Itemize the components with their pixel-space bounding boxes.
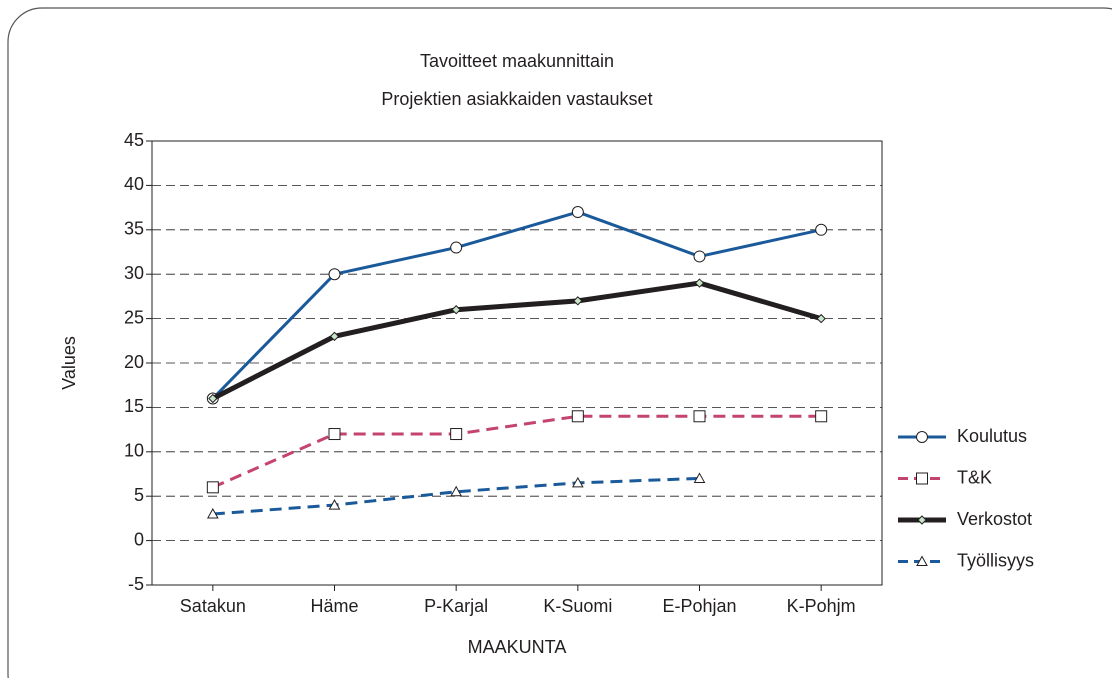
marker [693,472,706,483]
y-axis-label: Values [59,336,79,390]
marker [328,499,341,510]
marker [450,485,463,497]
series-line [212,414,822,489]
marker [328,428,341,441]
x-tick-label: E-Pohjan [662,596,736,616]
y-tick-label: 40 [124,174,144,194]
series-line [211,210,822,400]
legend-label: Verkostot [957,509,1032,529]
y-tick-label: 10 [124,441,144,461]
y-tick-label: 15 [124,396,144,416]
y-tick-label: 5 [134,485,144,505]
marker [206,507,219,519]
y-tick-label: 25 [124,307,144,327]
marker [208,393,218,404]
x-tick-label: K-Suomi [543,596,612,616]
legend-label: T&K [957,467,992,487]
marker [816,313,826,324]
marker [571,206,584,219]
marker [916,555,928,566]
marker [329,331,340,342]
y-tick-label: 35 [124,219,144,239]
marker [450,241,463,254]
marker [571,410,584,423]
marker [693,250,706,263]
chart-subtitle: Projektien asiakkaiden vastaukset [381,89,652,109]
marker [916,472,928,485]
legend-label: Työllisyys [957,550,1034,570]
series-line [212,476,700,516]
marker [694,278,705,288]
x-tick-label: Häme [310,596,358,616]
marker [815,410,828,423]
x-tick-label: Satakun [180,596,246,616]
marker [916,431,928,443]
x-tick-label: K-Pohjm [787,596,856,616]
y-tick-label: 0 [134,529,144,549]
y-tick-label: 45 [124,130,144,150]
y-tick-label: -5 [128,574,144,594]
chart-title: Tavoitteet maakunnittain [420,51,614,71]
x-tick-label: P-Karjal [424,596,488,616]
y-tick-label: 30 [124,263,144,283]
marker [206,481,219,494]
legend-label: Koulutus [957,426,1027,446]
y-tick-label: 20 [124,352,144,372]
marker [573,296,583,306]
marker [450,428,463,441]
x-axis-label: MAAKUNTA [468,637,567,657]
marker [451,305,461,315]
plot-area [151,140,883,586]
marker [571,476,584,488]
marker [917,515,927,525]
marker [815,223,828,236]
marker [693,410,706,423]
frame [7,7,1112,678]
marker [328,268,341,281]
series-line [211,280,822,401]
